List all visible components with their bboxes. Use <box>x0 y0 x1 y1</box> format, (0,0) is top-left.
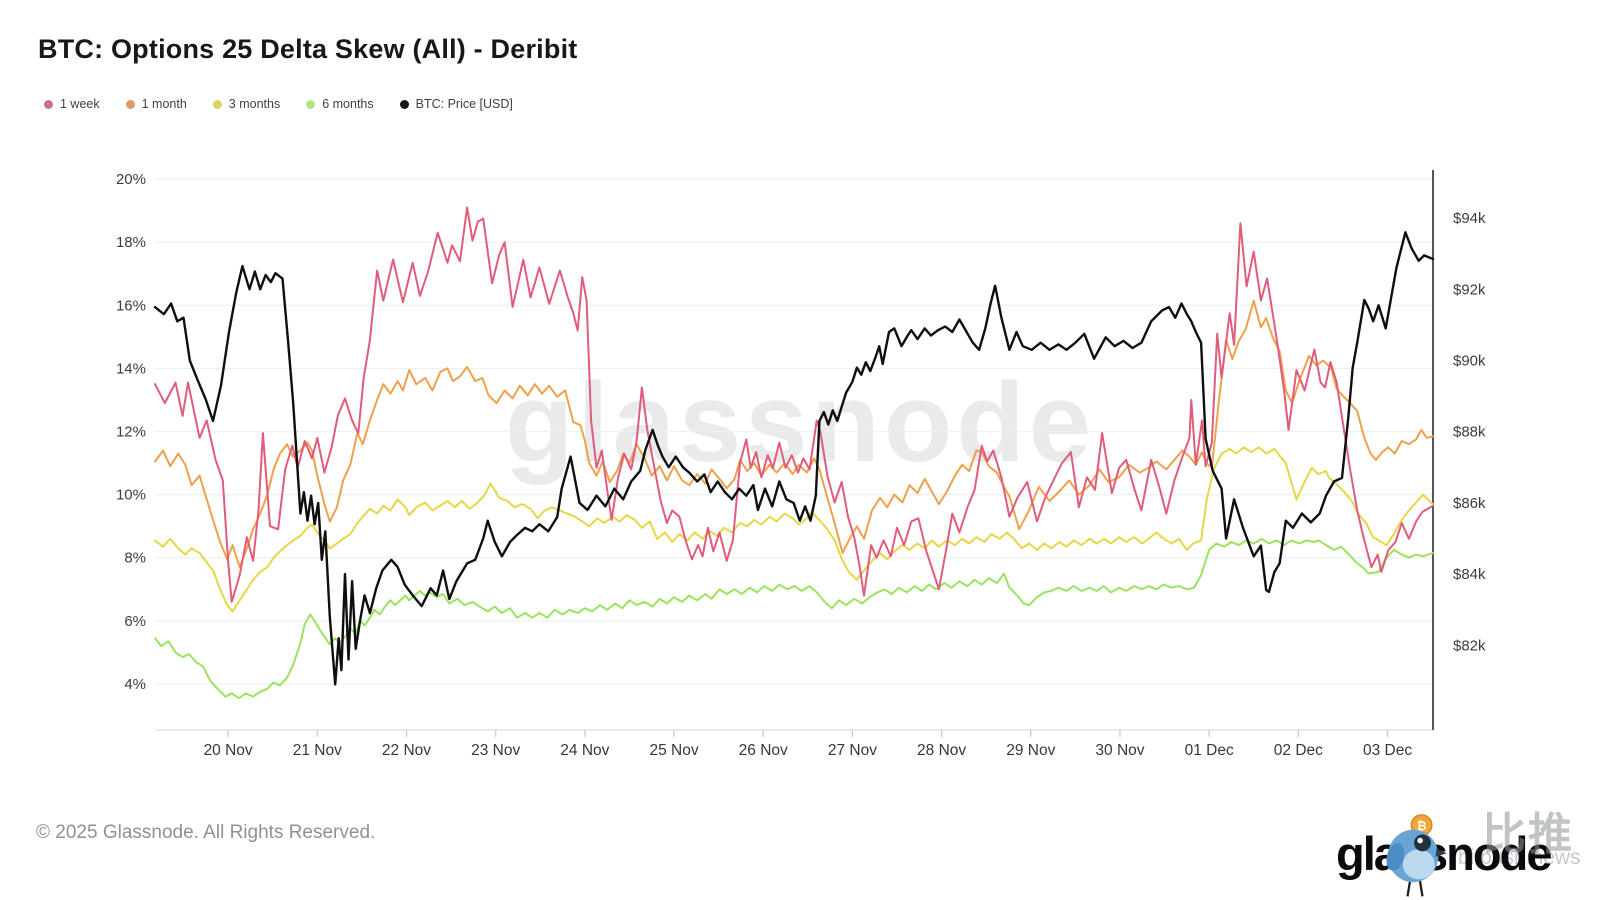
series-line-months3 <box>154 446 1434 613</box>
x-axis-tick-label: 01 Dec <box>1185 742 1234 759</box>
legend-label: 1 month <box>141 97 187 111</box>
x-axis-tick-label: 03 Dec <box>1363 742 1412 759</box>
legend-dot-btc-price-icon <box>399 99 409 109</box>
series-line-btc <box>153 231 1435 686</box>
legend-item-6-months[interactable]: 6 months <box>306 97 374 111</box>
series-line-month1 <box>154 299 1434 569</box>
x-axis-tick-label: 23 Nov <box>471 742 520 759</box>
y-axis-right-tick-label: $88k <box>1453 424 1486 441</box>
bitpush-site-watermark: bitpush.news <box>1458 846 1581 869</box>
x-axis-tick-label: 29 Nov <box>1006 742 1055 759</box>
legend-dot-3-months-icon <box>212 99 222 109</box>
x-axis-tick-label: 20 Nov <box>204 742 253 759</box>
y-axis-left-tick-label: 12% <box>116 424 146 441</box>
bitpush-bird-icon: ₿ <box>1386 814 1447 897</box>
legend-item-1-week[interactable]: 1 week <box>44 97 100 111</box>
series-line-week1 <box>154 206 1434 603</box>
y-axis-left-tick-label: 20% <box>116 171 146 188</box>
copyright-text: © 2025 Glassnode. All Rights Reserved. <box>36 822 376 843</box>
legend-item-3-months[interactable]: 3 months <box>212 97 281 111</box>
x-axis-tick-label: 24 Nov <box>560 742 609 759</box>
legend: 1 week 1 month 3 months 6 months BTC: Pr… <box>44 97 513 111</box>
y-axis-right-tick-label: $92k <box>1453 281 1486 298</box>
y-axis-right-tick-label: $86k <box>1453 495 1486 512</box>
x-axis-tick-label: 21 Nov <box>293 742 342 759</box>
y-axis-left-tick-label: 16% <box>116 297 146 314</box>
legend-dot-1-week-icon <box>44 99 53 109</box>
legend-dot-6-months-icon <box>306 99 316 109</box>
legend-label: 3 months <box>228 97 281 111</box>
y-axis-left-tick-label: 14% <box>116 360 146 377</box>
x-axis-tick-label: 28 Nov <box>917 742 966 759</box>
x-axis-tick-label: 26 Nov <box>739 742 788 759</box>
legend-item-btc-price[interactable]: BTC: Price [USD] <box>399 97 513 111</box>
x-axis-tick-label: 30 Nov <box>1095 742 1144 759</box>
legend-label: 6 months <box>322 97 374 111</box>
y-axis-right-tick-label: $94k <box>1453 210 1486 227</box>
x-axis-tick-label: 02 Dec <box>1274 742 1323 759</box>
x-axis-tick-label: 22 Nov <box>382 742 431 759</box>
x-axis-tick-label: 25 Nov <box>649 742 698 759</box>
y-axis-right-tick-label: $90k <box>1453 352 1486 369</box>
glassnode-logo: bitpush.news glassnode 比推 ₿ <box>1330 790 1600 900</box>
y-axis-left-tick-label: 4% <box>124 676 146 693</box>
svg-text:₿: ₿ <box>1417 819 1427 833</box>
y-axis-left-tick-label: 6% <box>124 613 146 630</box>
legend-label: 1 week <box>60 97 100 111</box>
bitpush-cn-watermark: 比推 <box>1482 810 1574 859</box>
legend-label: BTC: Price [USD] <box>415 97 513 111</box>
y-axis-left-tick-label: 18% <box>116 234 146 251</box>
y-axis-right-tick-label: $82k <box>1453 637 1486 654</box>
legend-dot-1-month-icon <box>125 99 135 109</box>
x-axis-tick-label: 27 Nov <box>828 742 877 759</box>
y-axis-left-tick-label: 10% <box>116 487 146 504</box>
legend-item-1-month[interactable]: 1 month <box>125 97 187 111</box>
page-title: BTC: Options 25 Delta Skew (All) - Derib… <box>38 34 578 64</box>
y-axis-right-tick-label: $84k <box>1453 566 1486 583</box>
y-axis-left-tick-label: 8% <box>124 550 146 567</box>
